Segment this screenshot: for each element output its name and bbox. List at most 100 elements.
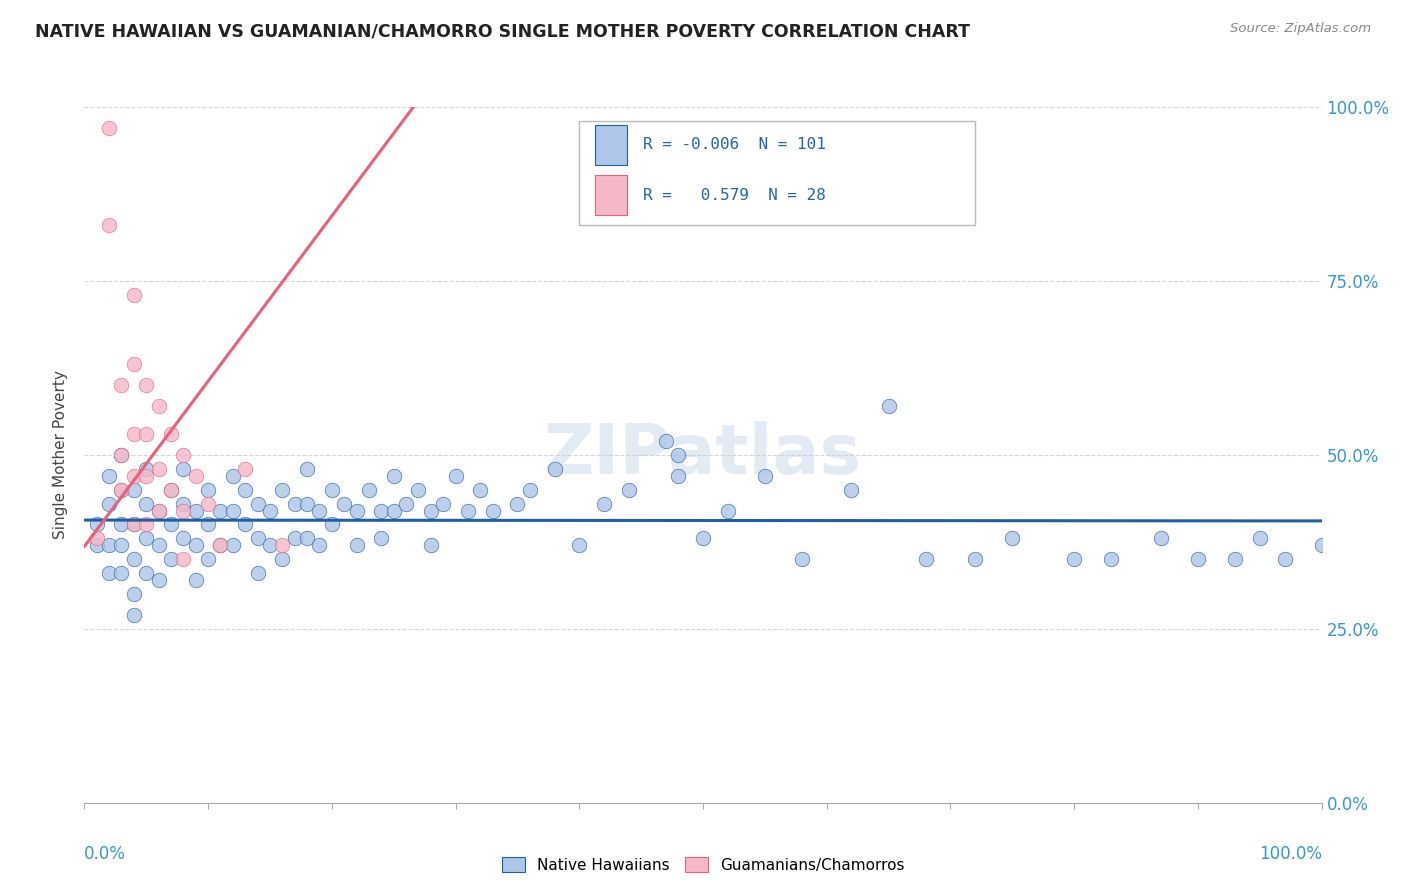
Point [246,497,269,511]
Point [519,483,541,497]
Point [135,427,157,442]
Point [184,573,207,587]
Point [110,483,132,497]
Point [122,517,145,532]
Point [295,532,318,546]
Point [382,468,405,483]
Point [98,219,121,233]
Legend: Native Hawaiians, Guamanians/Chamorros: Native Hawaiians, Guamanians/Chamorros [495,850,911,879]
Point [172,497,194,511]
Point [122,587,145,601]
Point [135,517,157,532]
Point [666,468,689,483]
Point [346,538,368,552]
Point [160,483,183,497]
Point [110,448,132,462]
Point [98,120,121,135]
Point [877,399,900,413]
Point [122,288,145,302]
Point [271,552,294,566]
Text: ZIPatlas: ZIPatlas [544,421,862,489]
Point [148,503,170,517]
Point [172,532,194,546]
Point [259,503,281,517]
Point [135,378,157,392]
Point [593,497,616,511]
Point [271,483,294,497]
Point [1150,532,1173,546]
Point [86,517,108,532]
Point [308,538,330,552]
Point [295,462,318,476]
Point [1099,552,1122,566]
Point [160,483,183,497]
Point [122,468,145,483]
Point [197,552,219,566]
Point [135,532,157,546]
Point [419,503,441,517]
Point [135,462,157,476]
Point [321,517,343,532]
Point [568,538,591,552]
Point [197,497,219,511]
Point [148,503,170,517]
Point [754,468,776,483]
Point [122,427,145,442]
Y-axis label: Single Mother Poverty: Single Mother Poverty [53,370,69,540]
Point [408,483,430,497]
Text: 100.0%: 100.0% [1258,845,1322,863]
Point [122,607,145,622]
Point [357,483,380,497]
Point [197,483,219,497]
Point [98,538,121,552]
Point [1310,538,1333,552]
Point [160,517,183,532]
Point [172,462,194,476]
Point [666,448,689,462]
Point [160,552,183,566]
Point [110,538,132,552]
Point [98,566,121,581]
Point [222,503,245,517]
Point [160,427,183,442]
Point [692,532,714,546]
Point [333,497,356,511]
Point [110,483,132,497]
Text: NATIVE HAWAIIAN VS GUAMANIAN/CHAMORRO SINGLE MOTHER POVERTY CORRELATION CHART: NATIVE HAWAIIAN VS GUAMANIAN/CHAMORRO SI… [35,22,970,40]
Point [1274,552,1296,566]
Point [370,503,392,517]
Point [655,434,678,448]
Point [110,566,132,581]
Point [965,552,987,566]
Point [110,517,132,532]
Point [308,503,330,517]
Point [1223,552,1246,566]
Point [370,532,392,546]
Point [135,497,157,511]
Point [470,483,492,497]
Point [617,483,640,497]
Point [444,468,467,483]
Point [172,552,194,566]
Point [222,468,245,483]
Point [135,468,157,483]
Point [98,497,121,511]
Point [122,517,145,532]
Point [122,483,145,497]
Point [148,462,170,476]
Point [110,378,132,392]
Point [295,497,318,511]
Point [197,517,219,532]
Point [209,503,232,517]
Point [86,532,108,546]
Point [246,566,269,581]
Point [1063,552,1085,566]
Point [246,532,269,546]
Point [184,538,207,552]
Point [717,503,740,517]
Point [841,483,863,497]
Point [481,503,503,517]
Point [382,503,405,517]
Point [432,497,454,511]
Text: Source: ZipAtlas.com: Source: ZipAtlas.com [1230,22,1371,36]
